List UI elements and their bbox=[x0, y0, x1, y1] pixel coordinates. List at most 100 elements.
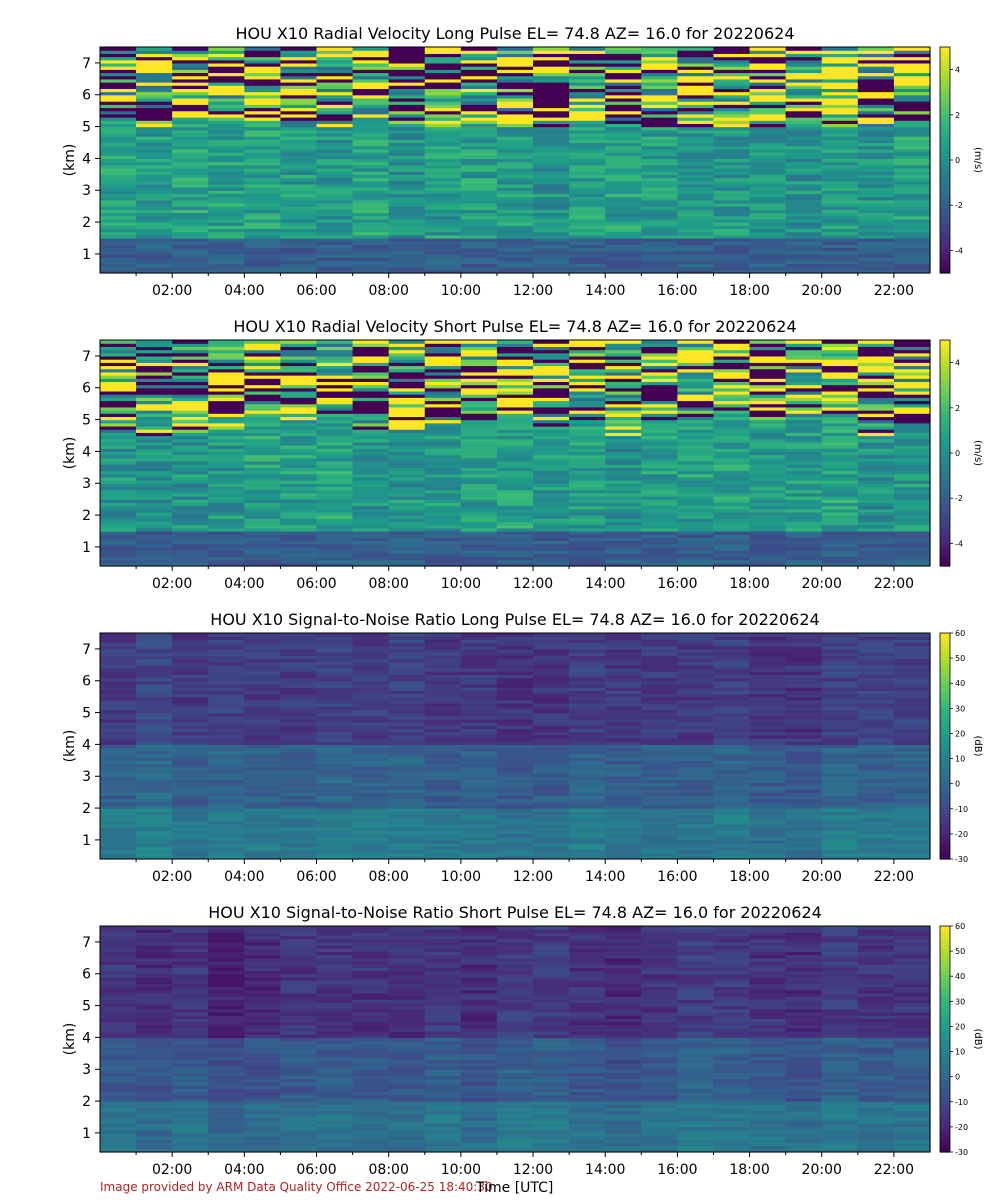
heatmap-cell bbox=[460, 808, 498, 812]
colorbar-segment bbox=[940, 388, 950, 394]
heatmap-cell bbox=[857, 454, 895, 459]
heatmap-cell bbox=[893, 518, 931, 523]
heatmap-cell bbox=[352, 260, 390, 265]
heatmap-cell bbox=[749, 823, 787, 828]
heatmap-cell bbox=[244, 817, 282, 822]
heatmap-cell bbox=[677, 511, 715, 516]
heatmap-cell bbox=[496, 139, 534, 144]
heatmap-cell bbox=[821, 741, 859, 746]
heatmap-cell bbox=[460, 836, 498, 841]
heatmap-cell bbox=[496, 645, 534, 650]
heatmap-cell bbox=[460, 406, 498, 411]
colorbar-segment bbox=[940, 178, 950, 184]
heatmap-cell bbox=[785, 668, 823, 672]
heatmap-cell bbox=[136, 814, 173, 819]
heatmap-cell bbox=[749, 250, 787, 255]
heatmap-cell bbox=[208, 123, 245, 128]
heatmap-cell bbox=[208, 266, 245, 271]
heatmap-cell bbox=[605, 843, 642, 847]
heatmap-cell bbox=[388, 403, 426, 408]
heatmap-cell bbox=[496, 760, 534, 765]
heatmap-cell bbox=[713, 158, 751, 163]
heatmap-cell bbox=[713, 763, 751, 768]
heatmap-cell bbox=[605, 473, 642, 478]
heatmap-cell bbox=[244, 508, 282, 513]
heatmap-cell bbox=[244, 741, 282, 746]
heatmap-cell bbox=[713, 269, 751, 274]
heatmap-cell bbox=[136, 94, 173, 99]
heatmap-cell bbox=[533, 633, 570, 637]
heatmap-cell bbox=[136, 658, 173, 663]
heatmap-cell bbox=[172, 269, 209, 274]
heatmap-cell bbox=[316, 562, 354, 567]
heatmap-cell bbox=[496, 683, 534, 688]
heatmap-cell bbox=[208, 247, 245, 252]
heatmap-cell bbox=[460, 511, 498, 516]
heatmap-cell bbox=[208, 852, 245, 857]
heatmap-cell bbox=[713, 553, 751, 558]
heatmap-cell bbox=[713, 142, 751, 147]
heatmap-cell bbox=[460, 199, 498, 204]
heatmap-cell bbox=[749, 801, 787, 806]
heatmap-cell bbox=[460, 266, 498, 271]
heatmap-cell bbox=[172, 731, 209, 736]
heatmap-cell bbox=[533, 703, 570, 707]
heatmap-cell bbox=[533, 677, 570, 682]
heatmap-cell bbox=[316, 206, 354, 210]
heatmap-cell bbox=[352, 244, 390, 249]
heatmap-cell bbox=[496, 422, 534, 427]
heatmap-cell bbox=[460, 502, 498, 507]
heatmap-cell bbox=[388, 852, 426, 857]
heatmap-cell bbox=[208, 117, 245, 121]
heatmap-cell bbox=[172, 126, 209, 131]
heatmap-cell bbox=[641, 744, 678, 749]
heatmap-cell bbox=[496, 543, 534, 548]
heatmap-cell bbox=[244, 441, 282, 446]
heatmap-cell bbox=[172, 785, 209, 790]
heatmap-cell bbox=[208, 85, 245, 89]
heatmap-cell bbox=[569, 473, 606, 478]
heatmap-cell bbox=[352, 110, 390, 115]
heatmap-cell bbox=[713, 836, 751, 841]
heatmap-cell bbox=[424, 467, 462, 472]
heatmap-cell bbox=[893, 457, 931, 462]
heatmap-cell bbox=[677, 683, 715, 688]
heatmap-cell bbox=[244, 257, 282, 261]
heatmap-cell bbox=[136, 50, 173, 54]
heatmap-cell bbox=[136, 59, 173, 64]
heatmap-cell bbox=[857, 202, 895, 207]
heatmap-cell bbox=[893, 530, 931, 535]
heatmap-cell bbox=[244, 113, 282, 118]
heatmap-cell bbox=[749, 508, 787, 513]
heatmap-cell bbox=[316, 492, 354, 497]
colorbar-tick-label: 0 bbox=[955, 449, 960, 458]
heatmap-cell bbox=[136, 543, 173, 548]
heatmap-cell bbox=[641, 473, 678, 478]
heatmap-cell bbox=[280, 460, 318, 465]
heatmap-cell bbox=[352, 410, 390, 414]
heatmap-cell bbox=[280, 164, 318, 169]
heatmap-cell bbox=[533, 82, 570, 86]
heatmap-cell bbox=[533, 429, 570, 433]
heatmap-cell bbox=[569, 237, 606, 242]
heatmap-cell bbox=[821, 187, 859, 191]
heatmap-cell bbox=[713, 145, 751, 150]
heatmap-cell bbox=[749, 142, 787, 147]
heatmap-cell bbox=[100, 502, 137, 507]
heatmap-cell bbox=[749, 760, 787, 765]
heatmap-cell bbox=[605, 773, 642, 777]
heatmap-cell bbox=[496, 706, 534, 710]
heatmap-cell bbox=[857, 502, 895, 507]
heatmap-cell bbox=[100, 556, 137, 561]
heatmap-cell bbox=[605, 779, 642, 784]
heatmap-cell bbox=[136, 343, 173, 347]
x-tick-label: 16:00 bbox=[657, 576, 697, 592]
heatmap-cell bbox=[713, 645, 751, 650]
heatmap-cell bbox=[857, 384, 895, 389]
heatmap-cell bbox=[316, 683, 354, 688]
heatmap-cell bbox=[893, 123, 931, 128]
heatmap-cell bbox=[533, 397, 570, 402]
heatmap-cell bbox=[172, 174, 209, 179]
heatmap-cell bbox=[352, 741, 390, 746]
heatmap-cell bbox=[496, 817, 534, 822]
